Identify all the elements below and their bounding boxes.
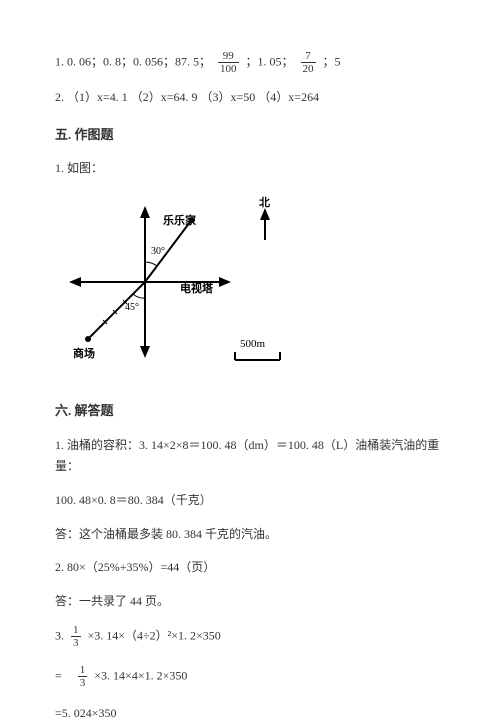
problem-5-1: 1. 如图： [55,158,445,180]
equals-sign: = [55,668,62,682]
label-dianshita: 电视塔 [180,281,214,295]
label-lelejia: 乐乐家 [163,213,197,227]
problem-6-3-line1: 3. 1 3 ×3. 14×（4÷2）²×1. 2×350 [55,624,445,649]
label-north: 北 [259,195,270,209]
problem-6-3-rest2: ×3. 14×4×1. 2×350 [94,668,187,682]
fraction-numerator: 99 [218,50,239,63]
fraction-99-100: 99 100 [218,50,239,75]
fraction-denominator: 3 [78,677,88,689]
problem-6-1a: 1. 油桶的容积：3. 14×2×8＝100. 48（dm）＝100. 48（L… [55,435,445,478]
problem-1-mid: ；1. 05； [246,54,294,68]
label-30deg: 30° [151,246,165,257]
fraction-1-3: 1 3 [71,624,81,649]
compass-diagram-svg: 乐乐家 30° 45° 商场 电视塔 北 500m [55,192,315,372]
fraction-numerator: 7 [301,50,316,63]
problem-1: 1. 0. 06；0. 8；0. 056；87. 5； 99 100 ；1. 0… [55,50,445,75]
problem-6-3-line2: = 1 3 ×3. 14×4×1. 2×350 [55,664,445,689]
problem-6-1-answer: 答：这个油桶最多装 80. 384 千克的汽油。 [55,524,445,546]
fraction-denominator: 100 [218,63,239,75]
fraction-numerator: 1 [71,624,81,637]
section-6-title: 六. 解答题 [55,399,445,422]
problem-6-2a: 2. 80×（25%+35%）=44（页） [55,557,445,579]
problem-1-suffix: ；5 [323,54,341,68]
fraction-numerator: 1 [78,664,88,677]
problem-2: 2. （1）x=4. 1 （2）x=64. 9 （3）x=50 （4）x=264 [55,87,445,109]
fraction-1-3: 1 3 [78,664,88,689]
problem-6-2-answer: 答：一共录了 44 页。 [55,591,445,613]
label-shangchang: 商场 [73,346,95,360]
problem-1-prefix: 1. 0. 06；0. 8；0. 056；87. 5； [55,54,211,68]
label-45deg: 45° [125,302,139,313]
problem-6-3-label: 3. [55,629,64,643]
label-scale: 500m [240,338,266,350]
diagram-figure: 乐乐家 30° 45° 商场 电视塔 北 500m [55,192,445,380]
section-5-title: 五. 作图题 [55,123,445,146]
fraction-denominator: 3 [71,637,81,649]
fraction-7-20: 7 20 [301,50,316,75]
problem-6-1b: 100. 48×0. 8＝80. 384（千克） [55,490,445,512]
fraction-denominator: 20 [301,63,316,75]
problem-6-3-rest1: ×3. 14×（4÷2）²×1. 2×350 [88,629,221,643]
problem-6-3-final: =5. 024×350 [55,703,445,724]
